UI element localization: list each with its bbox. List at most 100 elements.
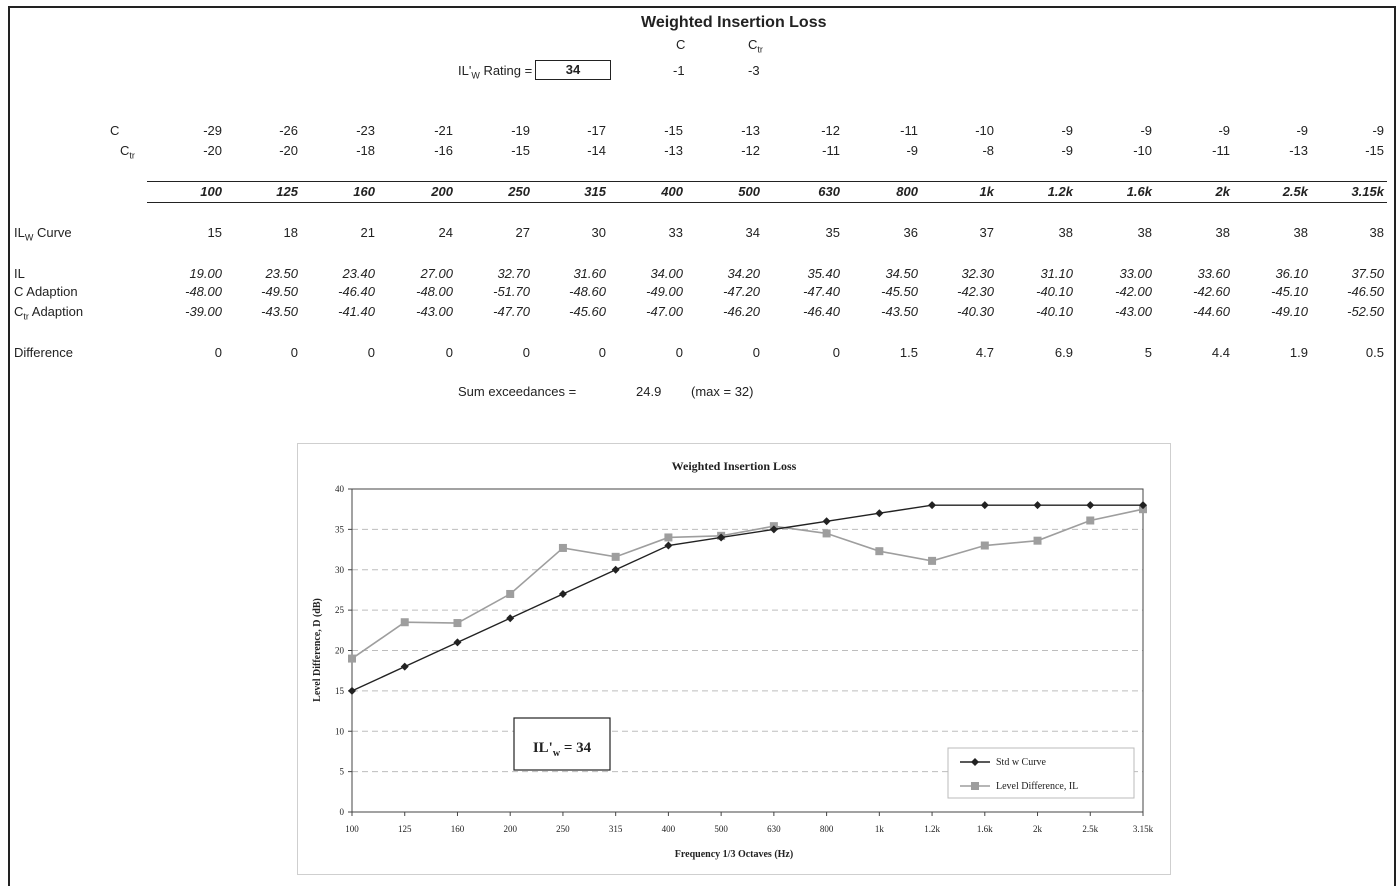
frequency-header-cell: 1.6k (1126, 184, 1152, 199)
sum-exceedances-label: Sum exceedances = (458, 384, 577, 399)
x-tick-label: 2k (1033, 824, 1043, 834)
c-adaption-cell: -47.40 (803, 284, 840, 299)
frequency-header-cell: 1k (979, 184, 994, 199)
y-tick-label: 10 (335, 726, 345, 736)
level-difference-point (611, 552, 620, 561)
il-cell: 35.40 (807, 266, 840, 281)
level-difference-point (453, 619, 462, 628)
c-adaption-cell: -46.40 (338, 284, 375, 299)
std-w-curve-point (348, 686, 356, 695)
c-adaption-cell: -51.70 (493, 284, 530, 299)
ctr-cell: -18 (356, 143, 375, 158)
std-w-curve-point (558, 589, 567, 598)
rating-annotation-box (513, 717, 611, 771)
ctr-adaption-cell: -43.50 (881, 304, 918, 319)
row-label-c-adaption: C Adaption (14, 284, 78, 299)
c-adaption-cell: -46.50 (1347, 284, 1384, 299)
frequency-header-cell: 125 (276, 184, 298, 199)
std-w-curve-point (1086, 501, 1095, 510)
ctr-cell: -20 (279, 143, 298, 158)
y-tick-label: 35 (335, 524, 345, 534)
ctr-adaption-cell: -43.00 (1115, 304, 1152, 319)
c-cell: -17 (587, 123, 606, 138)
row-label-ctr: Ctr (120, 143, 135, 161)
std-w-curve-point (611, 565, 620, 574)
x-tick-label: 100 (345, 824, 359, 834)
c-cell: -26 (279, 123, 298, 138)
ctr-adaption-cell: -45.60 (569, 304, 606, 319)
frequency-header-cell: 3.15k (1351, 184, 1384, 199)
y-tick-label: 40 (335, 484, 345, 494)
rating-label: IL'W Rating = (458, 63, 533, 81)
il-cell: 32.30 (961, 266, 994, 281)
std-w-curve-point (453, 638, 462, 647)
difference-cell: 6.9 (1054, 345, 1073, 360)
sum-exceedances-max: (max = 32) (691, 384, 754, 399)
sum-exceedances-value: 24.9 (636, 384, 662, 399)
ilw-curve-cell: 24 (438, 225, 453, 240)
difference-cell: 0 (445, 345, 453, 360)
ctr-cell: -9 (1061, 143, 1073, 158)
ctr-cell: -13 (1289, 143, 1308, 158)
il-cell: 33.00 (1119, 266, 1152, 281)
x-tick-label: 630 (767, 824, 781, 834)
level-difference-point (664, 533, 673, 542)
c-cell: -9 (1061, 123, 1073, 138)
ctr-cell: -12 (741, 143, 760, 158)
legend-marker (971, 758, 979, 766)
x-tick-label: 125 (398, 824, 412, 834)
legend-label: Level Difference, IL (996, 781, 1078, 792)
ilw-curve-cell: 38 (1058, 225, 1073, 240)
legend-label: Std w Curve (996, 757, 1047, 768)
frequency-header-cell: 500 (738, 184, 760, 199)
c-cell: -29 (203, 123, 222, 138)
ilw-curve-cell: 36 (903, 225, 918, 240)
il-cell: 27.00 (420, 266, 453, 281)
row-label-il: IL (14, 266, 25, 281)
level-difference-point (875, 547, 884, 556)
row-label-ilw-curve: ILW Curve (14, 225, 72, 243)
frequency-header-cell: 630 (818, 184, 840, 199)
difference-cell: 1.5 (899, 345, 918, 360)
level-difference-point (1139, 505, 1147, 514)
x-tick-label: 200 (503, 824, 517, 834)
level-difference-point (980, 541, 989, 550)
il-cell: 37.50 (1351, 266, 1384, 281)
rating-value-box[interactable]: 34 (535, 60, 611, 80)
x-tick-label: 250 (556, 824, 570, 834)
difference-cell: 0 (367, 345, 375, 360)
c-adaption-cell: -45.10 (1271, 284, 1308, 299)
level-difference-point (928, 556, 937, 565)
ctr-value: -3 (748, 63, 760, 78)
y-axis-label: Level Difference, D (dB) (312, 598, 323, 702)
ilw-curve-cell: 18 (283, 225, 298, 240)
level-difference-point (1033, 536, 1042, 545)
x-axis-label: Frequency 1/3 Octaves (Hz) (675, 849, 793, 860)
level-difference-line (351, 508, 1144, 660)
c-cell: -12 (821, 123, 840, 138)
difference-cell: 1.9 (1289, 345, 1308, 360)
ilw-curve-cell: 27 (515, 225, 530, 240)
c-adaption-cell: -48.60 (569, 284, 606, 299)
frequency-header-cell: 315 (584, 184, 606, 199)
table-rule-bottom (147, 202, 1387, 203)
ilw-curve-cell: 38 (1369, 225, 1384, 240)
x-tick-label: 160 (451, 824, 465, 834)
difference-cell: 4.4 (1211, 345, 1230, 360)
c-adaption-cell: -48.00 (416, 284, 453, 299)
ctr-adaption-cell: -44.60 (1193, 304, 1230, 319)
level-difference-point (822, 529, 831, 538)
frequency-header-cell: 250 (508, 184, 530, 199)
c-cell: -21 (434, 123, 453, 138)
std-w-curve-point (769, 525, 778, 534)
c-cell: -9 (1218, 123, 1230, 138)
ctr-cell: -20 (203, 143, 222, 158)
difference-cell: 0 (214, 345, 222, 360)
ilw-curve-cell: 37 (979, 225, 994, 240)
ilw-curve-cell: 34 (745, 225, 760, 240)
std-w-curve-point (400, 662, 409, 671)
std-w-curve-point (1139, 501, 1147, 510)
table-rule-top (147, 181, 1387, 182)
ilw-curve-cell: 21 (360, 225, 375, 240)
